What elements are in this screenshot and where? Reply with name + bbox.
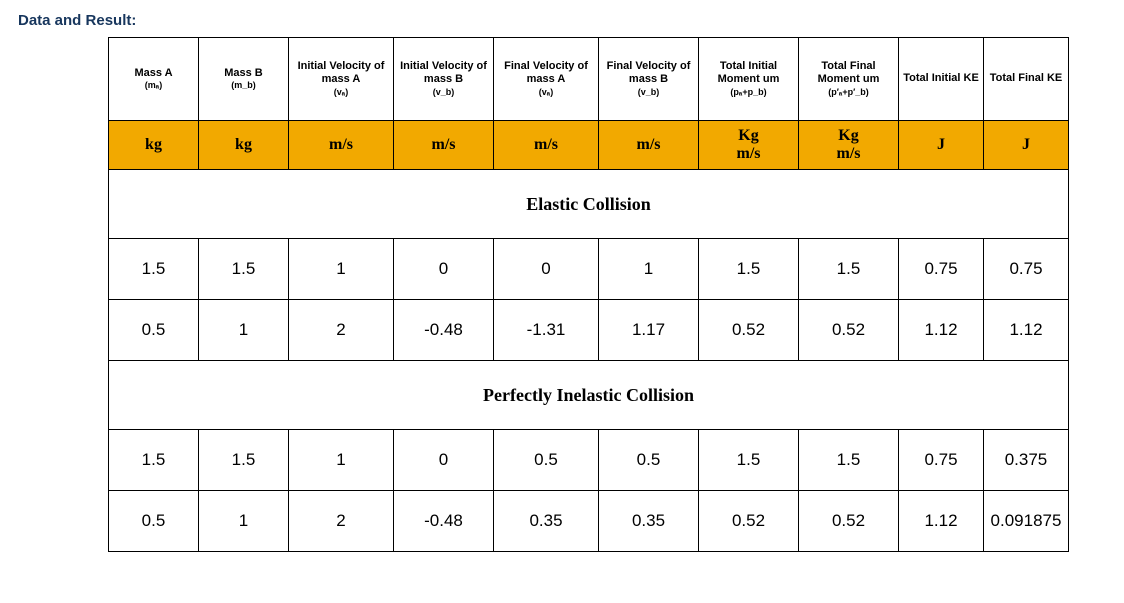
data-cell: 1.5 [109,430,199,491]
unit-row: kgkgm/sm/sm/sm/sKgm/sKgm/sJJ [109,121,1069,170]
unit-cell: J [899,121,984,170]
unit-cell: kg [109,121,199,170]
column-header: Total Initial KE [899,38,984,121]
data-cell: 0.75 [984,239,1069,300]
data-cell: -1.31 [494,300,599,361]
table-row: 1.51.5100.50.51.51.50.750.375 [109,430,1069,491]
data-cell: 0.091875 [984,491,1069,552]
unit-cell: Kgm/s [699,121,799,170]
unit-cell: m/s [599,121,699,170]
table-row: 0.512-0.480.350.350.520.521.120.091875 [109,491,1069,552]
column-header: Total Final Moment um(p′ₐ+p′_b) [799,38,899,121]
data-cell: 1.5 [199,430,289,491]
data-cell: 0.52 [799,491,899,552]
data-cell: 1.5 [799,239,899,300]
column-header: Initial Velocity of mass A(vₐ) [289,38,394,121]
data-cell: 1 [289,239,394,300]
unit-cell: m/s [494,121,599,170]
data-cell: 0.375 [984,430,1069,491]
column-header: Mass A(mₐ) [109,38,199,121]
data-cell: 0.35 [494,491,599,552]
section-title-row: Elastic Collision [109,170,1069,239]
column-header: Total Initial Moment um(pₐ+p_b) [699,38,799,121]
data-cell: 0.35 [599,491,699,552]
data-cell: 1.12 [984,300,1069,361]
column-header: Mass B(m_b) [199,38,289,121]
data-cell: 0.5 [494,430,599,491]
results-table-wrap: Mass A(mₐ)Mass B(m_b)Initial Velocity of… [108,37,1106,552]
data-cell: -0.48 [394,300,494,361]
section-title: Perfectly Inelastic Collision [109,361,1069,430]
unit-cell: kg [199,121,289,170]
column-header: Final Velocity of mass A(vₐ) [494,38,599,121]
data-cell: -0.48 [394,491,494,552]
data-cell: 0 [494,239,599,300]
unit-cell: Kgm/s [799,121,899,170]
data-cell: 1 [199,300,289,361]
data-cell: 0 [394,239,494,300]
data-cell: 0.52 [699,300,799,361]
data-cell: 1.5 [109,239,199,300]
data-cell: 0.52 [699,491,799,552]
data-cell: 0.5 [109,491,199,552]
table-header-row: Mass A(mₐ)Mass B(m_b)Initial Velocity of… [109,38,1069,121]
data-cell: 1.5 [199,239,289,300]
results-table: Mass A(mₐ)Mass B(m_b)Initial Velocity of… [108,37,1069,552]
data-cell: 2 [289,491,394,552]
column-header: Initial Velocity of mass B(v_b) [394,38,494,121]
table-row: 0.512-0.48-1.311.170.520.521.121.12 [109,300,1069,361]
data-cell: 2 [289,300,394,361]
table-row: 1.51.510011.51.50.750.75 [109,239,1069,300]
data-cell: 0.5 [109,300,199,361]
data-cell: 1.12 [899,491,984,552]
data-cell: 0.75 [899,430,984,491]
section-title: Elastic Collision [109,170,1069,239]
data-cell: 1.5 [699,430,799,491]
unit-cell: m/s [289,121,394,170]
data-cell: 1.17 [599,300,699,361]
unit-cell: J [984,121,1069,170]
column-header: Total Final KE [984,38,1069,121]
column-header: Final Velocity of mass B(v_b) [599,38,699,121]
data-cell: 1 [599,239,699,300]
data-cell: 1.5 [699,239,799,300]
data-cell: 0.5 [599,430,699,491]
page-title: Data and Result: [18,12,1106,29]
data-cell: 0.52 [799,300,899,361]
data-cell: 1.5 [799,430,899,491]
data-cell: 0.75 [899,239,984,300]
data-cell: 1.12 [899,300,984,361]
data-cell: 1 [289,430,394,491]
section-title-row: Perfectly Inelastic Collision [109,361,1069,430]
unit-cell: m/s [394,121,494,170]
data-cell: 1 [199,491,289,552]
data-cell: 0 [394,430,494,491]
